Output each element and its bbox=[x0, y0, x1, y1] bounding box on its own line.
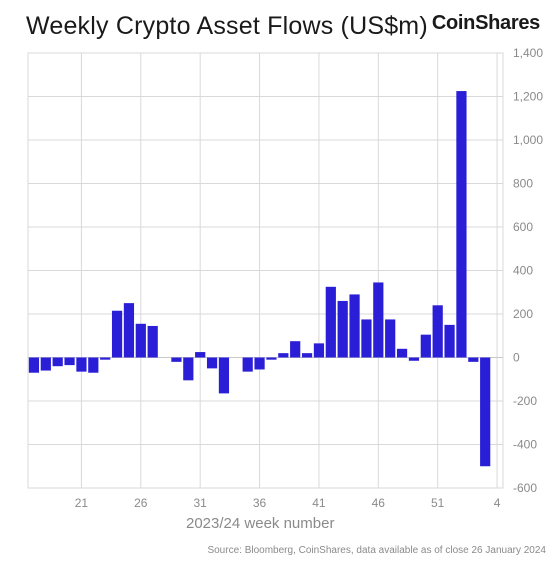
bar-week-38 bbox=[278, 353, 289, 358]
chart-title: Weekly Crypto Asset Flows (US$m) bbox=[26, 12, 428, 40]
y-tick-label: 200 bbox=[513, 307, 533, 321]
bar-week-46 bbox=[373, 282, 384, 358]
bar-week-19 bbox=[52, 357, 63, 367]
x-tick-label: 21 bbox=[75, 496, 89, 510]
source-note: Source: Bloomberg, CoinShares, data avai… bbox=[207, 545, 546, 556]
bar-week-51 bbox=[432, 305, 443, 358]
bar-week-18 bbox=[40, 357, 51, 371]
y-tick-label: 800 bbox=[513, 177, 533, 191]
bar-week-23 bbox=[100, 357, 111, 360]
bar-week-47 bbox=[385, 319, 396, 358]
bar-week-1 bbox=[456, 91, 467, 358]
bar-week-44 bbox=[349, 294, 360, 358]
y-tick-label: -600 bbox=[513, 481, 537, 495]
x-tick-label: 31 bbox=[194, 496, 208, 510]
y-axis-ticks: -600 -400 -200 0 200 400 600 800 1,000 1,200 1,400 bbox=[513, 46, 543, 495]
bar-week-39 bbox=[290, 341, 301, 358]
x-tick-label: 46 bbox=[372, 496, 386, 510]
bar-week-52 bbox=[444, 324, 455, 358]
bar-week-37 bbox=[266, 357, 277, 360]
bar-week-24 bbox=[111, 310, 123, 358]
bar-week-42 bbox=[325, 286, 336, 358]
y-tick-label: 0 bbox=[513, 351, 520, 365]
y-tick-label: 1,000 bbox=[513, 133, 543, 147]
y-tick-label: -200 bbox=[513, 394, 537, 408]
bar-week-25 bbox=[123, 303, 135, 358]
x-axis-title: 2023/24 week number bbox=[186, 515, 335, 532]
bar-week-36 bbox=[254, 357, 265, 370]
x-tick-label: 4 bbox=[494, 496, 501, 510]
x-tick-label: 26 bbox=[134, 496, 148, 510]
bar-week-31 bbox=[195, 352, 206, 358]
bar-week-33 bbox=[218, 357, 230, 394]
bar-week-22 bbox=[88, 357, 99, 373]
bar-week-2 bbox=[468, 357, 479, 362]
bar-week-27 bbox=[147, 325, 158, 358]
bar-week-48 bbox=[396, 348, 408, 358]
bar-week-45 bbox=[361, 319, 372, 358]
bar-week-35 bbox=[242, 357, 253, 372]
x-tick-label: 51 bbox=[431, 496, 445, 510]
gridlines bbox=[27, 52, 504, 489]
bar-week-49 bbox=[408, 357, 420, 361]
bar-week-43 bbox=[337, 300, 348, 358]
bar-week-41 bbox=[313, 343, 325, 358]
y-tick-label: -400 bbox=[513, 438, 537, 452]
bar-week-30 bbox=[183, 357, 194, 381]
bar-week-50 bbox=[420, 334, 431, 358]
y-tick-label: 600 bbox=[513, 220, 533, 234]
bars bbox=[28, 91, 491, 467]
bar-week-3 bbox=[480, 357, 491, 467]
x-tick-label: 41 bbox=[312, 496, 326, 510]
bar-week-26 bbox=[135, 323, 146, 358]
bar-week-29 bbox=[171, 357, 182, 362]
bar-week-17 bbox=[28, 357, 40, 373]
y-tick-label: 1,400 bbox=[513, 46, 543, 60]
y-tick-label: 400 bbox=[513, 264, 533, 278]
brand-logo: CoinShares bbox=[431, 12, 540, 34]
bar-week-20 bbox=[64, 357, 75, 366]
bar-week-21 bbox=[76, 357, 87, 372]
y-tick-label: 1,200 bbox=[513, 90, 543, 104]
bar-week-40 bbox=[301, 353, 313, 358]
x-tick-label: 36 bbox=[253, 496, 267, 510]
x-axis-ticks: 21 26 31 36 41 46 51 4 bbox=[75, 496, 501, 510]
bar-week-32 bbox=[206, 357, 218, 369]
